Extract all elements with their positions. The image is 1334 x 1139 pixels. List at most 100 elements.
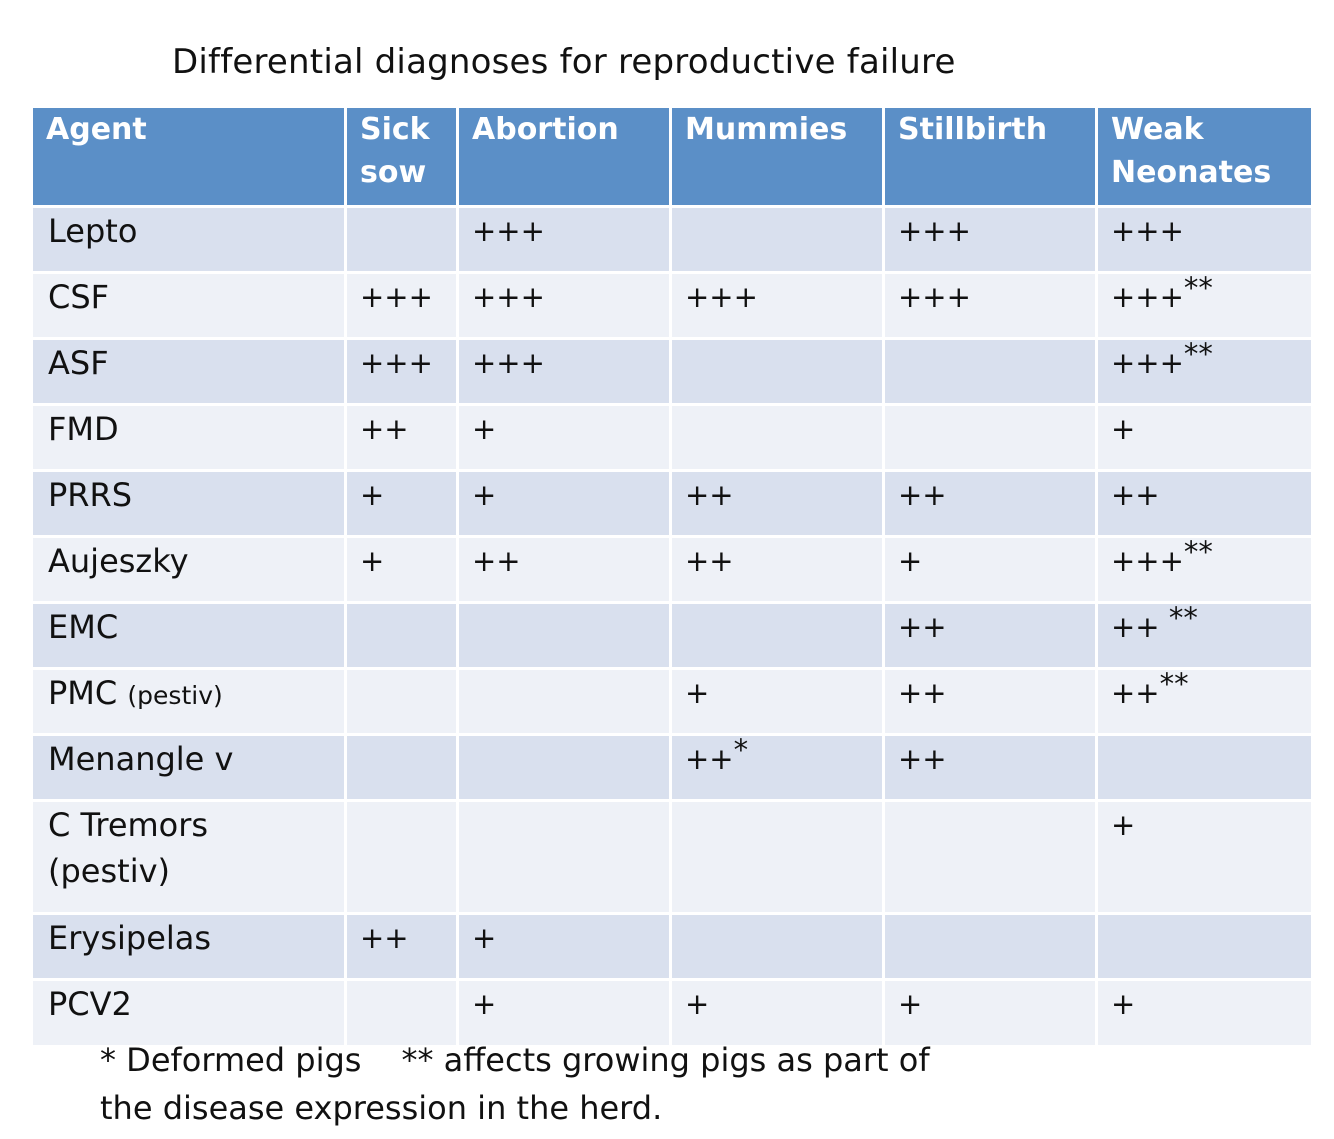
footnote-line2: the disease expression in the herd.	[100, 1089, 663, 1127]
mummies-cell: +++	[672, 274, 885, 340]
weak-footnote-mark: **	[1168, 601, 1198, 635]
table-row: EMC ++ ++ **	[33, 601, 1311, 670]
footnote-growing: ** affects growing pigs as part of	[401, 1041, 930, 1079]
stillbirth-cell: ++	[885, 736, 1098, 802]
header-stillbirth: Stillbirth	[885, 108, 1098, 208]
weak-value: +	[1111, 412, 1136, 446]
abortion-cell: +	[459, 915, 672, 981]
mummies-cell: ++	[672, 538, 885, 604]
table-row: Lepto +++ +++ +++	[33, 208, 1311, 274]
weak-footnote-mark: **	[1183, 337, 1213, 371]
abortion-cell: +	[459, 981, 672, 1045]
stillbirth-cell: +++	[885, 208, 1098, 274]
mummies-cell: +	[672, 670, 885, 736]
stillbirth-cell: ++	[885, 604, 1098, 670]
table-row: PMC (pestiv) + ++ ++**	[33, 667, 1311, 736]
agent-name-line2: (pestiv)	[48, 852, 171, 890]
stillbirth-cell: +++	[885, 274, 1098, 340]
mummies-cell: ++*	[672, 733, 885, 802]
sick-sow-cell	[347, 981, 459, 1045]
weak-neonates-cell: +	[1098, 981, 1311, 1045]
abortion-cell: +++	[459, 340, 672, 406]
agent-name: C Tremors	[48, 806, 209, 844]
sick-sow-cell	[347, 736, 459, 802]
weak-neonates-cell: +++**	[1098, 535, 1311, 604]
abortion-cell: ++	[459, 538, 672, 604]
abortion-cell: +++	[459, 208, 672, 274]
weak-value: +++	[1111, 280, 1184, 314]
table-row: PCV2 + + + +	[33, 981, 1311, 1045]
agent-cell: C Tremors (pestiv)	[33, 802, 347, 915]
abortion-cell	[459, 604, 672, 670]
weak-neonates-cell: +	[1098, 802, 1311, 915]
agent-cell: CSF	[33, 274, 347, 340]
table-row: Aujeszky + ++ ++ + +++**	[33, 535, 1311, 604]
sick-sow-cell	[347, 604, 459, 670]
agent-cell: PCV2	[33, 981, 347, 1045]
abortion-cell	[459, 802, 672, 915]
stillbirth-cell	[885, 406, 1098, 472]
agent-cell: Lepto	[33, 208, 347, 274]
header-weak-neonates: Weak Neonates	[1098, 108, 1311, 208]
stillbirth-cell	[885, 340, 1098, 406]
mummies-cell: ++	[672, 472, 885, 538]
mummies-cell	[672, 802, 885, 915]
abortion-cell: +	[459, 472, 672, 538]
stillbirth-cell: ++	[885, 670, 1098, 736]
mummies-cell	[672, 340, 885, 406]
sick-sow-cell: +	[347, 538, 459, 604]
weak-neonates-cell: +++	[1098, 208, 1311, 274]
weak-value: +	[1111, 987, 1136, 1021]
mummies-cell: +	[672, 981, 885, 1045]
footnote-line1: * Deformed pigs ** affects growing pigs a…	[100, 1036, 930, 1084]
mummies-cell	[672, 915, 885, 981]
footnote: * Deformed pigs ** affects growing pigs a…	[100, 1036, 930, 1132]
table-row: PRRS + + ++ ++ ++	[33, 472, 1311, 538]
weak-value: ++	[1111, 478, 1160, 512]
weak-neonates-cell	[1098, 736, 1311, 802]
weak-value: ++	[1111, 676, 1160, 710]
agent-name: PMC	[48, 674, 118, 712]
agent-note: (pestiv)	[127, 681, 223, 710]
weak-footnote-mark: **	[1159, 667, 1189, 701]
weak-value: +++	[1111, 544, 1184, 578]
weak-neonates-cell: ++**	[1098, 667, 1311, 736]
stillbirth-cell	[885, 802, 1098, 915]
header-mummies: Mummies	[672, 108, 885, 208]
weak-value: ++	[1111, 610, 1169, 644]
header-row: Agent Sick sow Abortion Mummies Stillbir…	[33, 108, 1311, 208]
weak-neonates-cell: +++**	[1098, 271, 1311, 340]
mummies-footnote-mark: *	[733, 733, 749, 767]
footnote-deformed: * Deformed pigs	[100, 1041, 362, 1079]
weak-neonates-cell: ++ **	[1098, 601, 1311, 670]
stillbirth-cell	[885, 915, 1098, 981]
sick-sow-cell	[347, 670, 459, 736]
stillbirth-cell: ++	[885, 472, 1098, 538]
header-abortion: Abortion	[459, 108, 672, 208]
stillbirth-cell: +	[885, 538, 1098, 604]
abortion-cell: +	[459, 406, 672, 472]
weak-footnote-mark: **	[1183, 271, 1213, 305]
header-agent: Agent	[33, 108, 347, 208]
mummies-cell	[672, 604, 885, 670]
table-row: Menangle v ++* ++	[33, 733, 1311, 802]
agent-cell: Menangle v	[33, 736, 347, 802]
agent-cell: PMC (pestiv)	[33, 670, 347, 736]
weak-value: +++	[1111, 346, 1184, 380]
weak-footnote-mark: **	[1183, 535, 1213, 569]
slide-title: Differential diagnoses for reproductive …	[172, 42, 956, 82]
weak-neonates-cell: +++**	[1098, 337, 1311, 406]
sick-sow-cell: +++	[347, 340, 459, 406]
table-row: C Tremors (pestiv) +	[33, 802, 1311, 915]
weak-neonates-cell: ++	[1098, 472, 1311, 538]
sick-sow-cell: +	[347, 472, 459, 538]
header-sick-sow: Sick sow	[347, 108, 459, 208]
abortion-cell: +++	[459, 274, 672, 340]
sick-sow-cell: +++	[347, 274, 459, 340]
sick-sow-cell	[347, 208, 459, 274]
sick-sow-cell: ++	[347, 406, 459, 472]
weak-neonates-cell: +	[1098, 406, 1311, 472]
agent-cell: PRRS	[33, 472, 347, 538]
abortion-cell	[459, 736, 672, 802]
table-row: ASF +++ +++ +++**	[33, 337, 1311, 406]
